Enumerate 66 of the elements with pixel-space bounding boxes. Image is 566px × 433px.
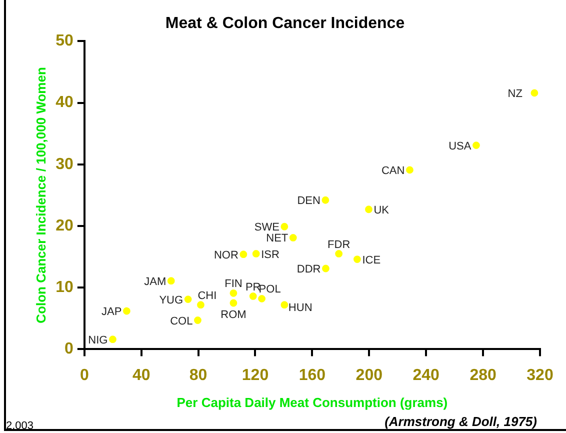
text: (Armstrong & Doll, 1975) — [384, 414, 537, 429]
point — [335, 250, 343, 258]
y-tick-label: 40 — [56, 94, 74, 112]
annotation: USA — [448, 140, 472, 152]
point — [194, 316, 202, 324]
annotation: FDR — [328, 238, 350, 251]
point — [530, 89, 538, 97]
annotation: ISR — [261, 248, 280, 261]
point — [230, 299, 238, 307]
annotation: DDR — [296, 264, 321, 276]
point — [252, 250, 260, 258]
annotation: YUG — [159, 294, 184, 306]
point — [184, 296, 192, 304]
point — [353, 256, 361, 263]
point — [322, 196, 330, 204]
x-tick-label: 80 — [189, 367, 208, 384]
annotation: PR — [245, 281, 261, 294]
point — [167, 277, 175, 285]
point — [472, 142, 480, 150]
annotation: ICE — [362, 254, 381, 266]
annotation: NZ — [508, 88, 523, 100]
annotation: POL — [258, 284, 281, 296]
annotation: JAP — [101, 306, 122, 318]
x-tick-label: 0 — [80, 367, 89, 384]
x-tick-label: 320 — [526, 367, 554, 384]
annotation: JAM — [144, 276, 166, 288]
point — [122, 307, 130, 315]
point — [258, 294, 266, 302]
point — [109, 336, 116, 344]
point — [197, 301, 204, 309]
x-tick-label: 40 — [132, 367, 150, 384]
annotation: NOR — [214, 249, 238, 262]
point — [240, 250, 248, 258]
point — [280, 301, 288, 309]
annotation: NET — [266, 232, 288, 245]
point — [289, 234, 297, 242]
y-tick-label: 50 — [56, 32, 74, 50]
annotation: CHI — [198, 290, 217, 302]
annotation: HUN — [288, 302, 312, 314]
x-tick-label: 160 — [298, 367, 326, 384]
y-tick-label: 20 — [56, 217, 74, 234]
point — [280, 222, 288, 230]
y-tick-label: 0 — [64, 340, 74, 358]
annotation: CAN — [381, 164, 405, 177]
annotation: NIG — [88, 334, 108, 346]
annotation: DEN — [297, 195, 320, 208]
annotation: ROM — [220, 309, 246, 322]
annotation: SWE — [254, 222, 280, 234]
x-axis-title: Per Capita Daily Meat Consumption (grams) — [176, 394, 448, 410]
point — [230, 289, 238, 297]
x-tick-label: 240 — [412, 367, 440, 384]
point — [365, 206, 372, 214]
chart-title: Meat & Colon Cancer Incidence — [165, 15, 405, 32]
annotation: COL — [170, 315, 193, 328]
y-tick-label: 30 — [56, 156, 74, 173]
point — [406, 166, 414, 174]
text: 2.003 — [6, 420, 34, 432]
annotation: UK — [374, 204, 390, 216]
point — [322, 264, 330, 272]
y-axis-title: Colon Cancer Incidence / 100,000 Women — [33, 67, 48, 324]
annotation: FIN — [224, 278, 242, 290]
x-tick-label: 120 — [242, 367, 269, 384]
x-tick-label: 200 — [356, 367, 383, 384]
point — [249, 292, 257, 300]
y-tick-label: 10 — [56, 279, 74, 296]
x-tick-label: 280 — [470, 367, 496, 384]
